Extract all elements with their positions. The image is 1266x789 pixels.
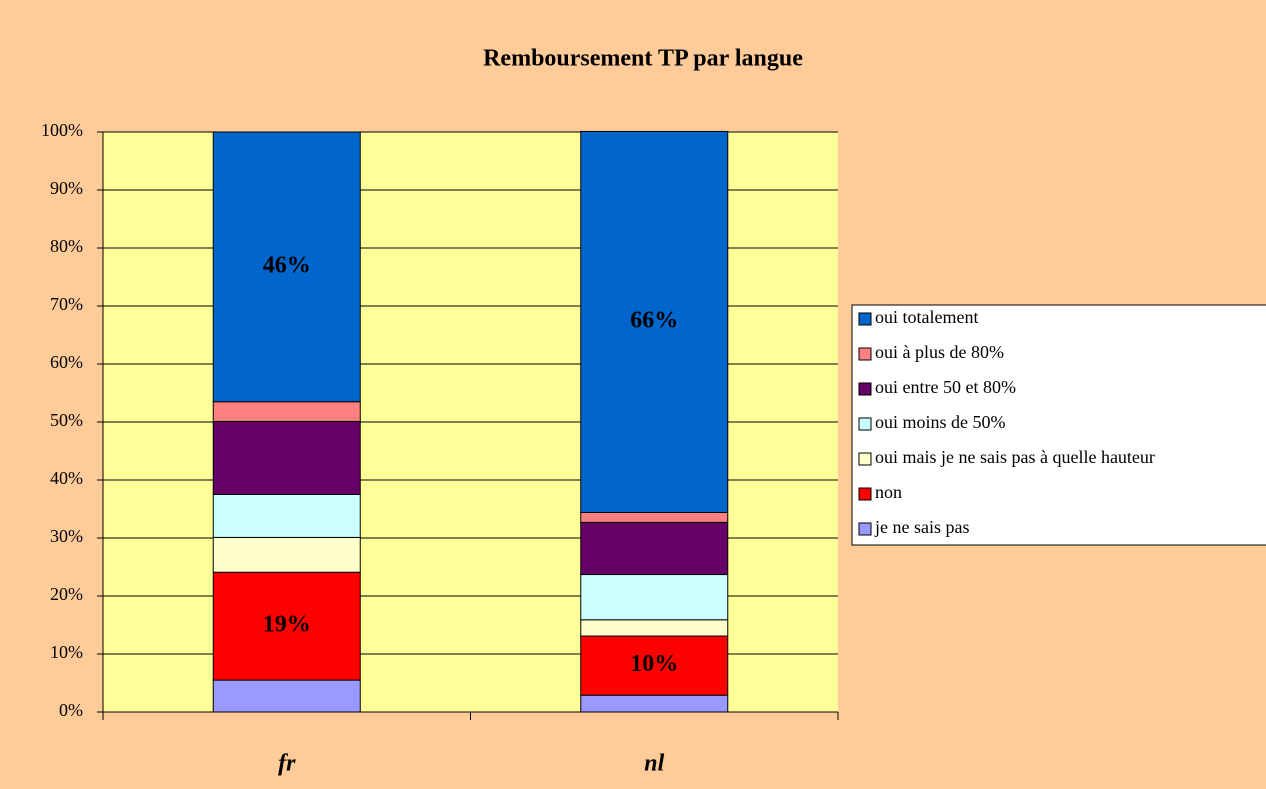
- legend-label: non: [875, 482, 902, 502]
- y-tick-label: 50%: [50, 410, 83, 430]
- chart-title: Remboursement TP par langue: [483, 46, 803, 72]
- bar-segment: [580, 635, 729, 696]
- legend-swatch: [858, 452, 872, 466]
- legend-label: oui moins de 50%: [875, 412, 1006, 432]
- y-tick-label: 80%: [50, 236, 83, 256]
- legend-swatch: [858, 312, 872, 326]
- legend-label: oui totalement: [875, 307, 978, 327]
- bar-segment: [212, 420, 361, 496]
- bar-segment: [212, 131, 361, 403]
- legend-swatch: [858, 347, 872, 361]
- bar-segment: [212, 679, 361, 713]
- bar-segment: [580, 511, 729, 523]
- y-tick-label: 20%: [50, 584, 83, 604]
- bar-segment: [580, 619, 729, 637]
- legend-label: oui mais je ne sais pas à quelle hauteur: [875, 447, 1155, 467]
- legend-label: je ne sais pas: [874, 517, 969, 537]
- bar-segment: [212, 494, 361, 538]
- bar-segment: [212, 571, 361, 681]
- legend-label: oui entre 50 et 80%: [875, 377, 1016, 397]
- data-label: 10%: [630, 651, 678, 677]
- legend-swatch: [858, 522, 872, 536]
- y-tick-label: 60%: [50, 352, 83, 372]
- legend-swatch: [858, 417, 872, 431]
- x-tick-label: fr: [278, 751, 296, 777]
- y-tick-label: 0%: [59, 700, 83, 720]
- y-tick-label: 100%: [41, 120, 83, 140]
- bar-segment: [212, 536, 361, 573]
- x-tick-label: nl: [644, 751, 664, 777]
- y-tick-label: 30%: [50, 526, 83, 546]
- bar-segment: [212, 401, 361, 422]
- data-label: 46%: [263, 252, 311, 278]
- y-tick-label: 10%: [50, 642, 83, 662]
- data-label: 19%: [263, 612, 311, 638]
- legend-label: oui à plus de 80%: [875, 342, 1004, 362]
- bar-segment: [580, 694, 729, 713]
- bar-segment: [580, 574, 729, 621]
- legend-swatch: [858, 382, 872, 396]
- legend-swatch: [858, 487, 872, 501]
- y-tick-label: 70%: [50, 294, 83, 314]
- bar-segment: [580, 130, 729, 513]
- legend-box: [851, 304, 1266, 546]
- bar-segment: [580, 521, 729, 576]
- data-label: 66%: [630, 307, 678, 333]
- y-tick-label: 40%: [50, 468, 83, 488]
- y-tick-label: 90%: [50, 178, 83, 198]
